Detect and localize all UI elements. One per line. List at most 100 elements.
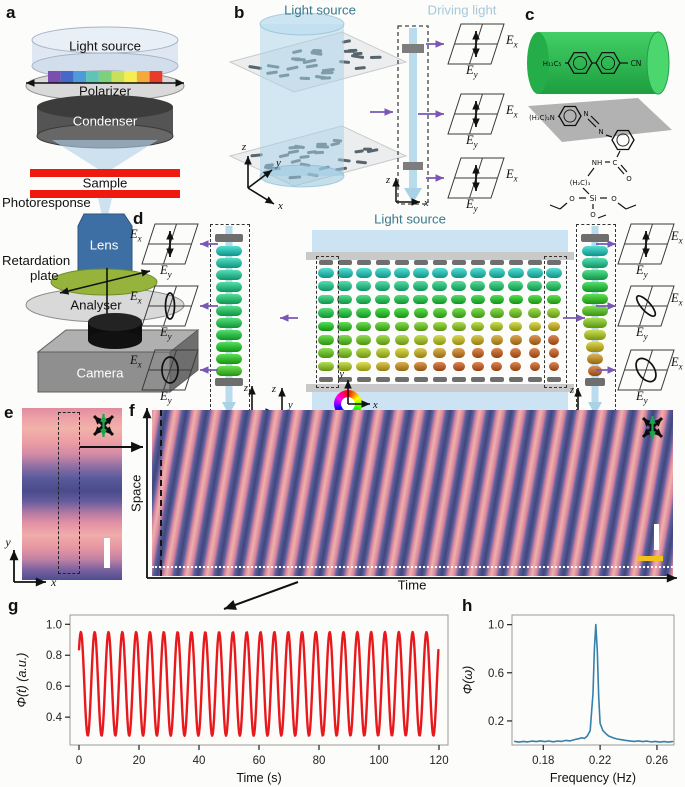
x-tick-label: 120 (429, 755, 448, 767)
E-label: Ey (160, 326, 172, 342)
E-letter: E (130, 227, 138, 241)
anchoring-dash (528, 260, 542, 265)
E-label: Ex (671, 356, 683, 372)
grid-rod (471, 321, 485, 332)
anchoring-dash (433, 377, 447, 382)
kymograph-dashed-line (160, 410, 162, 576)
label-analyser: Analyser (70, 297, 122, 313)
y-tick-label: 0.4 (46, 712, 63, 724)
label-retardation-2: plate (30, 268, 59, 283)
molecule-label: O (626, 175, 632, 183)
grid-rod (413, 268, 429, 278)
E-letter: E (466, 133, 474, 147)
y-tick-label: 0.8 (46, 650, 62, 662)
anchoring-dash (471, 377, 485, 382)
grid-rod (375, 335, 390, 345)
kymograph-dotted-line (152, 566, 673, 568)
label-b-driving-light: Driving light (427, 2, 497, 18)
column-rod-left (216, 294, 242, 304)
polarization-plane (447, 93, 505, 135)
glass-plate-top (306, 252, 574, 260)
grid-rod (470, 281, 486, 291)
E-subscript: x (678, 235, 683, 246)
grid-rod (375, 281, 391, 291)
panel-c-molecules: c H₁₁C₅ CN (H₃C)₂N N N NH C O (H₂C)₃ Si O O O (522, 4, 685, 220)
grid-rod (413, 281, 429, 291)
column-rod-left (216, 246, 242, 256)
column-rod-left (216, 318, 242, 328)
E-subscript: x (513, 39, 518, 50)
E-subscript: x (137, 233, 142, 244)
anchoring-dash (414, 377, 428, 382)
grid-rod (394, 321, 409, 332)
y-tick-label: 0.6 (46, 681, 62, 693)
h-curve (514, 623, 674, 743)
light-source-band-bottom (312, 392, 568, 412)
roi-dashed-box (58, 412, 80, 574)
grid-rod (432, 268, 448, 278)
x-tick-label: 100 (369, 755, 388, 767)
column-rod-right (584, 330, 606, 340)
y-tick-label: 0.6 (488, 668, 504, 680)
grid-rod (452, 361, 465, 372)
axis-label: z (271, 384, 276, 395)
y-axis-title: Φ(t) (a.u.) (15, 653, 29, 708)
y-axis-title: Φ(ω) (461, 666, 475, 695)
grid-rod (491, 361, 503, 372)
grid-rod (413, 335, 428, 345)
label-light-source: Light source (69, 38, 141, 54)
E-label: Ey (636, 264, 648, 280)
E-subscript: x (513, 109, 518, 120)
grid-rod (433, 348, 447, 358)
column-rod-left (216, 330, 242, 340)
label-lens: Lens (89, 237, 119, 253)
column-rod-right (583, 318, 607, 328)
column-rod-left (216, 282, 242, 292)
molecule-label: N (598, 128, 603, 136)
grid-rod (394, 361, 409, 372)
anchoring-dash (357, 377, 371, 382)
panel-h-spectrum: h 0.18 0.22 0.26 0.2 0.6 1.0 Frequency (Hz) Φ(ω… (458, 595, 685, 787)
grid-rod (337, 321, 353, 332)
grid-rod (508, 268, 524, 278)
anchoring-dash (319, 260, 333, 265)
E-label: Ex (130, 354, 142, 370)
label-sample: Sample (82, 175, 128, 191)
column-bar (215, 378, 243, 386)
grid-rod (318, 281, 334, 291)
E-letter: E (160, 325, 168, 339)
grid-rod (337, 281, 353, 291)
anchoring-dash (471, 260, 485, 265)
column-rod-right (582, 294, 608, 304)
axis-label: y (275, 157, 281, 169)
E-letter: E (671, 229, 679, 243)
grid-column-box-left (316, 256, 339, 388)
axis-label: x (50, 575, 57, 589)
polarization-plane (447, 157, 505, 199)
polarization-plane (617, 285, 675, 327)
grid-rod (356, 294, 372, 305)
axis-label: z (569, 385, 574, 396)
grid-rod (489, 281, 505, 291)
grid-rod (432, 321, 447, 332)
grid-rod (394, 268, 410, 278)
grid-rod (471, 335, 485, 345)
grid-rod (470, 294, 485, 305)
anchoring-dash (414, 260, 428, 265)
grid-rod (546, 281, 562, 291)
crossed-polarizers-icon (92, 414, 115, 437)
E-subscript: y (167, 395, 172, 406)
anchoring-dash (338, 260, 352, 265)
grid-rod (394, 308, 410, 318)
grid-rod (356, 335, 372, 345)
y-tick-label: 1.0 (488, 620, 504, 632)
polarization-plane (141, 223, 199, 265)
panel-letter-a: a (6, 3, 16, 22)
axis-label: x (277, 200, 283, 212)
E-letter: E (671, 291, 679, 305)
column-rod-right (582, 258, 608, 268)
polarization-plane (141, 349, 199, 391)
grid-rod (489, 268, 505, 278)
axis-label: x (423, 198, 429, 209)
grid-rod (394, 281, 410, 291)
